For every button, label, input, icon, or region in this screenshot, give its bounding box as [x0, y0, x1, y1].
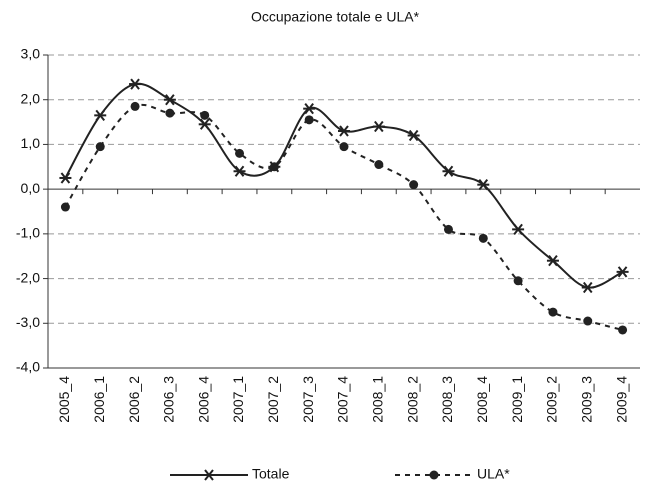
point	[409, 180, 419, 190]
line	[64, 103, 623, 331]
x-tick-label: 2005_4	[56, 376, 72, 423]
point	[407, 129, 420, 142]
x-tick-label: 2006_4	[195, 376, 211, 423]
y-tick-label: -1,0	[16, 225, 40, 241]
line	[64, 82, 624, 289]
y-tick-label: 3,0	[21, 46, 41, 62]
point	[59, 172, 72, 184]
point	[129, 78, 142, 90]
x-tick-label: 2009_4	[613, 376, 629, 423]
point	[442, 165, 455, 177]
point	[339, 142, 349, 152]
point	[548, 307, 558, 317]
point	[165, 108, 175, 118]
point	[477, 179, 490, 191]
x-tick-label: 2009_1	[509, 376, 525, 423]
point	[513, 276, 523, 286]
point	[303, 103, 316, 115]
legend-label: ULA*	[477, 466, 510, 482]
point	[94, 109, 107, 121]
y-tick-label: 0,0	[21, 180, 41, 196]
y-tick-label: -4,0	[16, 359, 40, 375]
point	[618, 325, 628, 335]
x-tick-label: 2009_2	[544, 376, 560, 423]
legend-marker	[203, 469, 215, 481]
point	[581, 281, 594, 294]
chart-title: Occupazione totale e ULA*	[251, 9, 420, 25]
legend-label: Totale	[252, 466, 290, 482]
legend-marker	[429, 470, 439, 480]
point	[95, 142, 105, 152]
y-tick-label: -3,0	[16, 314, 40, 330]
point	[163, 94, 176, 106]
point	[372, 120, 385, 133]
point	[235, 148, 245, 158]
point	[269, 162, 279, 172]
x-tick-label: 2007_3	[300, 376, 316, 423]
point	[338, 125, 350, 137]
x-tick-label: 2008_3	[439, 376, 455, 423]
point	[546, 255, 559, 267]
x-tick-label: 2008_4	[474, 376, 490, 423]
x-tick-label: 2008_1	[370, 376, 386, 423]
point	[478, 233, 488, 243]
x-tick-label: 2006_1	[91, 376, 107, 423]
point	[60, 202, 70, 212]
y-tick-label: -2,0	[16, 269, 40, 285]
point	[198, 118, 211, 130]
point	[374, 160, 384, 170]
point	[233, 165, 246, 177]
x-tick-label: 2008_2	[404, 376, 420, 423]
point	[443, 224, 453, 234]
point	[512, 223, 525, 236]
y-tick-label: 1,0	[21, 135, 41, 151]
point	[130, 101, 140, 111]
x-tick-label: 2006_2	[126, 376, 142, 423]
point	[304, 115, 314, 125]
point	[616, 266, 629, 278]
x-tick-label: 2009_3	[578, 376, 594, 423]
x-tick-label: 2007_2	[265, 376, 281, 423]
point	[200, 110, 210, 120]
x-tick-label: 2006_3	[161, 376, 177, 423]
x-tick-label: 2007_4	[335, 376, 351, 423]
y-tick-label: 2,0	[21, 90, 41, 106]
x-tick-label: 2007_1	[230, 376, 246, 423]
point	[583, 316, 593, 326]
